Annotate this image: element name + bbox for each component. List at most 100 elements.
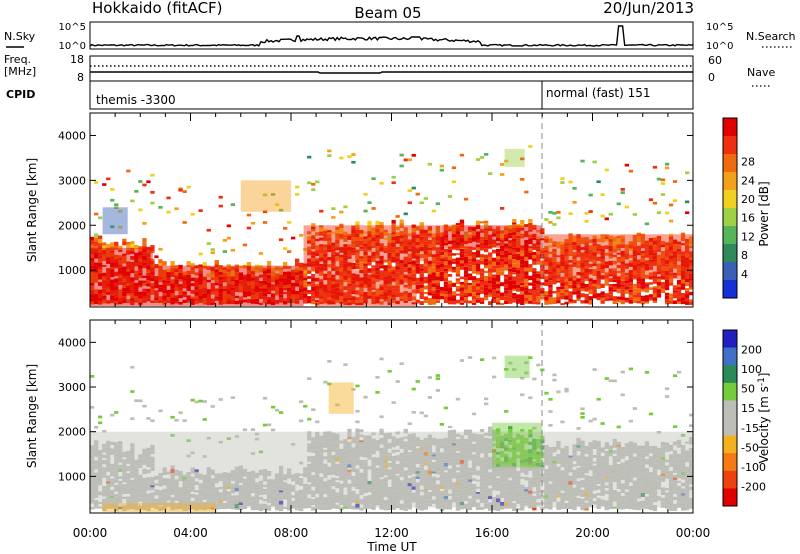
power-heatmap-cells xyxy=(90,145,694,306)
y-tick-label: 1000 xyxy=(58,470,86,483)
freq-tick-top: 18 xyxy=(70,53,84,66)
power-x-ticks xyxy=(89,113,694,307)
velocity-echo-region-4 xyxy=(102,503,216,513)
velocity-ylabel: Slant Range [km] xyxy=(25,364,39,468)
velocity-echo-region-3 xyxy=(328,382,354,414)
colorbar-swatch xyxy=(723,330,737,348)
time-tick-label: 08:00 xyxy=(274,526,309,540)
cpid-panel: CPID themis -3300 normal (fast) 151 xyxy=(6,80,694,110)
power-echo-region-7 xyxy=(240,180,292,212)
colorbar-tick-label: 15 xyxy=(741,402,755,415)
velocity-echo-region-0 xyxy=(90,431,693,508)
velocity-x-ticks xyxy=(89,320,694,513)
power-y-axis: 1000 2000 3000 4000 xyxy=(58,129,693,277)
time-tick-label: 16:00 xyxy=(475,526,510,540)
noise-sky-label: N.Sky xyxy=(4,30,36,43)
cpid-mode-normal: normal (fast) 151 xyxy=(546,86,650,100)
colorbar-swatch xyxy=(723,453,737,472)
time-axis-title: Time UT xyxy=(366,540,417,554)
velocity-heatmap-cells xyxy=(90,356,694,512)
colorbar-swatch xyxy=(723,382,737,401)
power-echo-region-3 xyxy=(353,225,442,262)
power-echo-region-9 xyxy=(102,207,128,235)
noise-tick-top: 10^5 xyxy=(59,22,86,33)
header-beam: Beam 05 xyxy=(354,4,421,22)
power-echo-region-8 xyxy=(504,148,525,167)
time-tick-label: 20:00 xyxy=(575,526,610,540)
colorbar-swatch xyxy=(723,280,737,299)
colorbar-tick-label: 20 xyxy=(741,193,755,206)
y-tick-label: 3000 xyxy=(58,381,86,394)
power-echo-regions xyxy=(90,148,694,307)
colorbar-tick-label: 100 xyxy=(741,363,762,376)
colorbar-tick-label: 28 xyxy=(741,156,755,169)
velocity-y-axis: 1000 2000 3000 4000 xyxy=(58,336,693,483)
nave-label: Nave xyxy=(747,66,775,79)
power-echo-region-2 xyxy=(303,225,354,271)
colorbar-swatch xyxy=(723,435,737,454)
colorbar-swatch xyxy=(723,226,737,245)
colorbar-swatch xyxy=(723,118,737,137)
nave-tick-top: 60 xyxy=(708,54,722,67)
power-colorbar-label: Power [dB] xyxy=(757,181,771,246)
colorbar-swatch xyxy=(723,190,737,209)
colorbar-frame xyxy=(722,329,738,507)
colorbar-swatch xyxy=(723,208,737,227)
power-echo-region-6 xyxy=(316,270,417,307)
freq-tick-bottom: 8 xyxy=(77,71,84,84)
time-tick-label: 00:00 xyxy=(73,526,108,540)
colorbar-tick-label: 8 xyxy=(741,249,748,262)
colorbar-tick-label: 4 xyxy=(741,268,748,281)
power-echo-region-5 xyxy=(542,234,694,280)
colorbar-swatch xyxy=(723,418,737,436)
power-colorbar: 4 8 12 16 20 24 28 xyxy=(722,117,755,299)
y-tick-label: 1000 xyxy=(58,264,86,277)
velocity-echo-regions xyxy=(90,355,693,513)
colorbar-tick-label: -100 xyxy=(741,461,766,474)
noise-panel: N.Sky 10^5 10^0 10^5 10^0 N.Search xyxy=(4,21,796,52)
power-panel: 1000 2000 3000 4000 Slant Range [km] xyxy=(25,112,694,308)
time-tick-label: 12:00 xyxy=(374,526,409,540)
noise-sky-trace xyxy=(89,25,694,47)
nave-tick-bottom: 0 xyxy=(708,71,715,84)
colorbar-swatch xyxy=(723,172,737,191)
freq-panel-frame xyxy=(89,55,694,82)
velocity-echo-region-1 xyxy=(492,422,543,468)
y-tick-label: 2000 xyxy=(58,426,86,439)
colorbar-swatch xyxy=(723,262,737,281)
cpid-panel-frame xyxy=(89,80,694,110)
colorbar-tick-label: -200 xyxy=(741,480,766,493)
colorbar-tick-label: 50 xyxy=(741,383,755,396)
freq-label-2: [MHz] xyxy=(4,65,36,78)
freq-label-1: Freq. xyxy=(4,53,31,66)
colorbar-swatch xyxy=(723,400,737,419)
colorbar-tick-label: -50 xyxy=(741,441,759,454)
cpid-label: CPID xyxy=(6,88,35,101)
power-echo-region-1 xyxy=(152,265,304,307)
colorbar-swatch xyxy=(723,136,737,155)
colorbar-tick-label: 12 xyxy=(741,230,755,243)
frequency-panel: Freq. [MHz] 18 8 60 0 Nave xyxy=(4,53,775,87)
colorbar-swatch xyxy=(723,244,737,263)
y-tick-label: 2000 xyxy=(58,219,86,232)
time-tick-label: 04:00 xyxy=(173,526,208,540)
velocity-echo-region-2 xyxy=(504,355,530,378)
colorbar-swatch xyxy=(723,154,737,173)
noise-panel-frame xyxy=(89,21,694,50)
colorbar-swatch xyxy=(723,347,737,366)
colorbar-tick-label: -15 xyxy=(741,422,759,435)
colorbar-tick-label: 16 xyxy=(741,212,755,225)
colorbar-swatch xyxy=(723,365,737,384)
velocity-colorbar: 200 100 50 15 -15 -50 -100 -200 xyxy=(722,329,766,507)
colorbar-tick-label: 24 xyxy=(741,174,755,187)
power-echo-region-0 xyxy=(90,247,153,307)
power-echo-region-4 xyxy=(441,225,543,248)
time-tick-label: 00:00 xyxy=(676,526,711,540)
y-tick-label: 4000 xyxy=(58,336,86,349)
noise-right-tick-top: 10^5 xyxy=(706,22,733,33)
colorbar-frame xyxy=(722,117,738,299)
colorbar-tick-label: 200 xyxy=(741,344,762,357)
cpid-mode-themis: themis -3300 xyxy=(96,93,176,107)
noise-tick-bottom: 10^0 xyxy=(59,41,86,52)
